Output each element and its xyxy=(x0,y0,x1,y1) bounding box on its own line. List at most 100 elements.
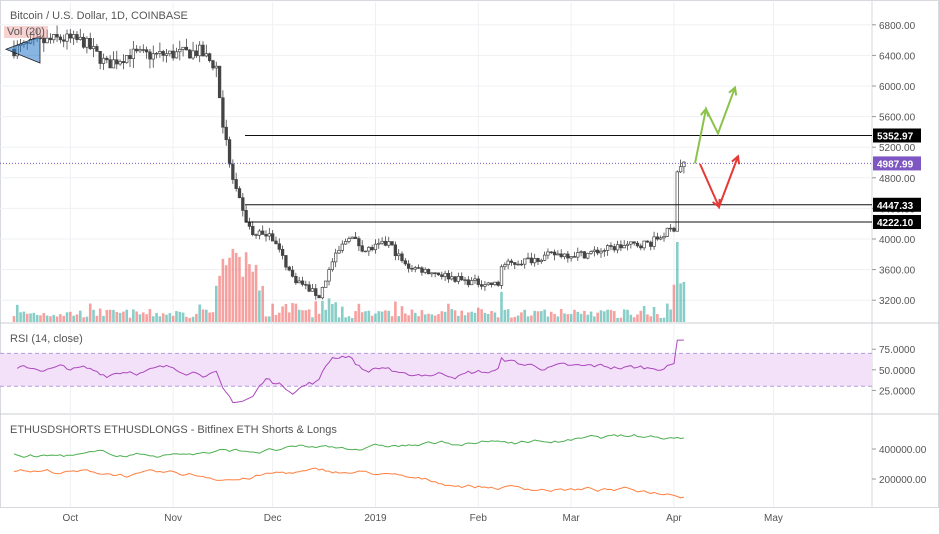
volume-bar xyxy=(198,304,201,322)
candle-body xyxy=(98,51,102,64)
volume-bar xyxy=(626,309,629,322)
candle-body xyxy=(426,268,431,275)
candle-body xyxy=(144,49,149,53)
volume-bar xyxy=(331,304,334,322)
volume-bar xyxy=(98,308,102,322)
volume-bar xyxy=(314,301,318,322)
volume-bar xyxy=(19,312,22,322)
volume-bar xyxy=(546,316,550,322)
candle-body xyxy=(576,252,580,258)
candle-body xyxy=(108,59,112,69)
volume-bar xyxy=(62,315,65,322)
candle-body xyxy=(343,241,348,245)
volume-bar xyxy=(400,306,404,322)
volume-bar xyxy=(138,314,142,322)
volume-bar xyxy=(397,316,400,322)
candle-body xyxy=(221,97,225,128)
volume-bar xyxy=(579,313,583,322)
volume-bar xyxy=(516,315,520,322)
candle-body xyxy=(453,276,457,282)
candle-body xyxy=(257,230,262,236)
candle-body xyxy=(95,46,99,52)
rsi-pane-title: RSI (14, close) xyxy=(10,333,83,345)
candle-body xyxy=(662,236,666,239)
volume-bar xyxy=(248,264,251,322)
volume-bar xyxy=(32,312,36,322)
volume-bar xyxy=(175,311,178,322)
candle-body xyxy=(586,253,590,259)
candle-body xyxy=(635,242,640,247)
candle-body xyxy=(111,59,116,69)
candle-body xyxy=(639,245,643,249)
volume-bar xyxy=(301,310,304,322)
volume-bar xyxy=(632,317,636,322)
volume-bar xyxy=(52,314,56,322)
candle-body xyxy=(314,288,318,296)
candle-body xyxy=(237,188,242,199)
candle-body xyxy=(592,249,597,252)
x-tick-label: Oct xyxy=(63,513,79,524)
rsi-band xyxy=(0,353,872,387)
level-price-label: 5352.97 xyxy=(877,131,914,142)
candle-body xyxy=(52,34,56,41)
candle-body xyxy=(168,50,172,55)
volume-bar xyxy=(616,317,619,322)
current-price-box xyxy=(873,156,921,171)
candle-body xyxy=(191,50,195,59)
candle-body xyxy=(251,226,255,236)
volume-bar xyxy=(271,303,274,322)
volume-bar xyxy=(125,309,129,322)
candle-body xyxy=(154,52,159,55)
volume-bar xyxy=(195,313,198,322)
volume-bar xyxy=(612,311,616,322)
candle-body xyxy=(363,250,368,253)
candle-body xyxy=(217,65,222,99)
volume-bar xyxy=(211,312,215,322)
candle-body xyxy=(400,253,404,262)
volume-bar xyxy=(530,315,533,322)
candle-body xyxy=(377,242,381,245)
candle-body xyxy=(533,258,537,264)
candle-body xyxy=(231,163,235,180)
volume-bar xyxy=(404,313,407,322)
volume-bar xyxy=(603,311,606,322)
candle-body xyxy=(519,263,524,266)
volume-bar xyxy=(374,313,377,322)
volume-bar xyxy=(274,315,278,322)
candle-body xyxy=(516,263,520,266)
candle-body xyxy=(373,243,378,251)
volume-bar xyxy=(510,317,513,322)
volume-bar xyxy=(493,312,497,322)
volume-bar xyxy=(244,252,248,322)
candle-body xyxy=(267,233,271,237)
candle-body xyxy=(556,253,560,256)
candle-body xyxy=(493,281,497,285)
volume-bar xyxy=(155,312,158,322)
volume-bar xyxy=(586,314,590,322)
level-price-label: 4222.10 xyxy=(877,218,914,229)
volume-bar xyxy=(287,312,291,322)
candle-body xyxy=(337,250,341,254)
volume-bar xyxy=(440,311,444,322)
candle-body xyxy=(503,264,507,268)
candle-body xyxy=(546,251,550,256)
candle-body xyxy=(479,284,484,287)
rsi-tick-label: 25.0000 xyxy=(879,386,916,397)
volume-bar xyxy=(135,311,138,322)
candle-body xyxy=(672,227,676,232)
eth-tick-label: 400000.00 xyxy=(879,445,927,456)
candle-body xyxy=(450,276,454,280)
volume-bar xyxy=(413,312,417,322)
y-tick-label: 6400.00 xyxy=(879,51,916,62)
candle-body xyxy=(320,287,325,299)
volume-bar xyxy=(430,314,434,322)
volume-bar xyxy=(407,315,410,322)
volume-bar xyxy=(344,317,347,322)
candle-body xyxy=(436,272,441,276)
volume-bar xyxy=(506,309,510,322)
volume-bar xyxy=(65,312,69,322)
candle-body xyxy=(115,59,119,65)
volume-bar xyxy=(513,316,517,322)
